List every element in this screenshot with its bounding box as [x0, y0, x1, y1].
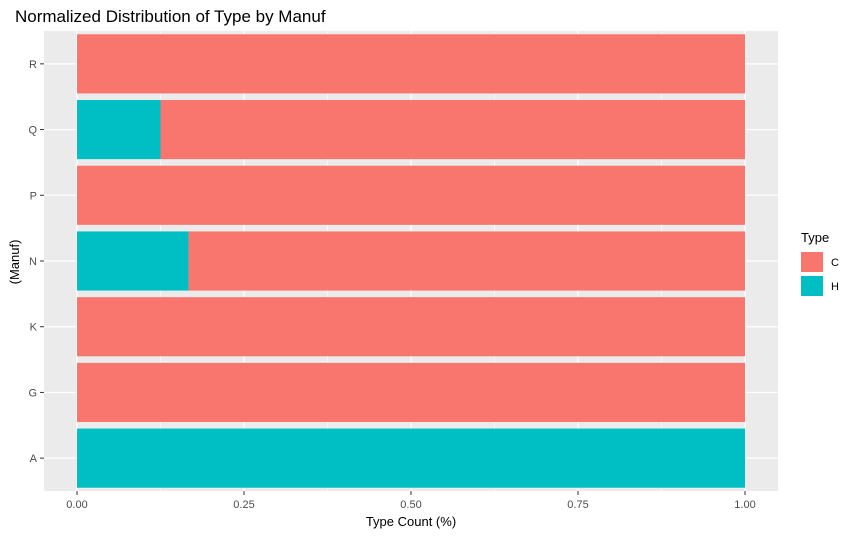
legend-label-C: C: [831, 257, 839, 269]
x-tick-label: 0.00: [66, 499, 87, 511]
legend-label-H: H: [831, 281, 839, 293]
x-axis: 0.00 0.25 0.50 0.75 1.00: [66, 491, 756, 511]
y-tick-label-K: K: [30, 322, 38, 334]
x-tick-label: 0.75: [567, 499, 588, 511]
y-tick-label-N: N: [29, 256, 37, 268]
bar-Q-C: [160, 100, 745, 160]
y-tick-label-G: G: [28, 387, 37, 399]
legend: Type CH: [801, 230, 839, 296]
legend-title: Type: [801, 230, 829, 245]
y-tick-label-Q: Q: [28, 125, 37, 137]
legend-swatch-H: [801, 276, 823, 296]
bar-G-C: [77, 362, 745, 422]
chart-title: Normalized Distribution of Type by Manuf: [15, 7, 326, 26]
y-tick-label-A: A: [30, 453, 38, 465]
bar-P-C: [77, 165, 745, 225]
bar-R-C: [77, 34, 745, 94]
bar-A-H: [77, 428, 745, 488]
y-axis-title: (Manuf): [7, 240, 22, 285]
legend-swatch-C: [801, 252, 823, 272]
y-tick-label-R: R: [29, 59, 37, 71]
bar-N-C: [188, 231, 745, 291]
bar-K-C: [77, 297, 745, 357]
y-axis: A G K N P Q R: [28, 59, 44, 465]
bar-N-H: [77, 231, 189, 291]
y-tick-label-P: P: [30, 190, 37, 202]
x-axis-title: Type Count (%): [366, 514, 456, 529]
bars-layer: [77, 34, 745, 488]
x-tick-label: 0.50: [400, 499, 421, 511]
x-tick-label: 0.25: [233, 499, 254, 511]
bar-Q-H: [77, 100, 161, 160]
x-tick-label: 1.00: [734, 499, 755, 511]
